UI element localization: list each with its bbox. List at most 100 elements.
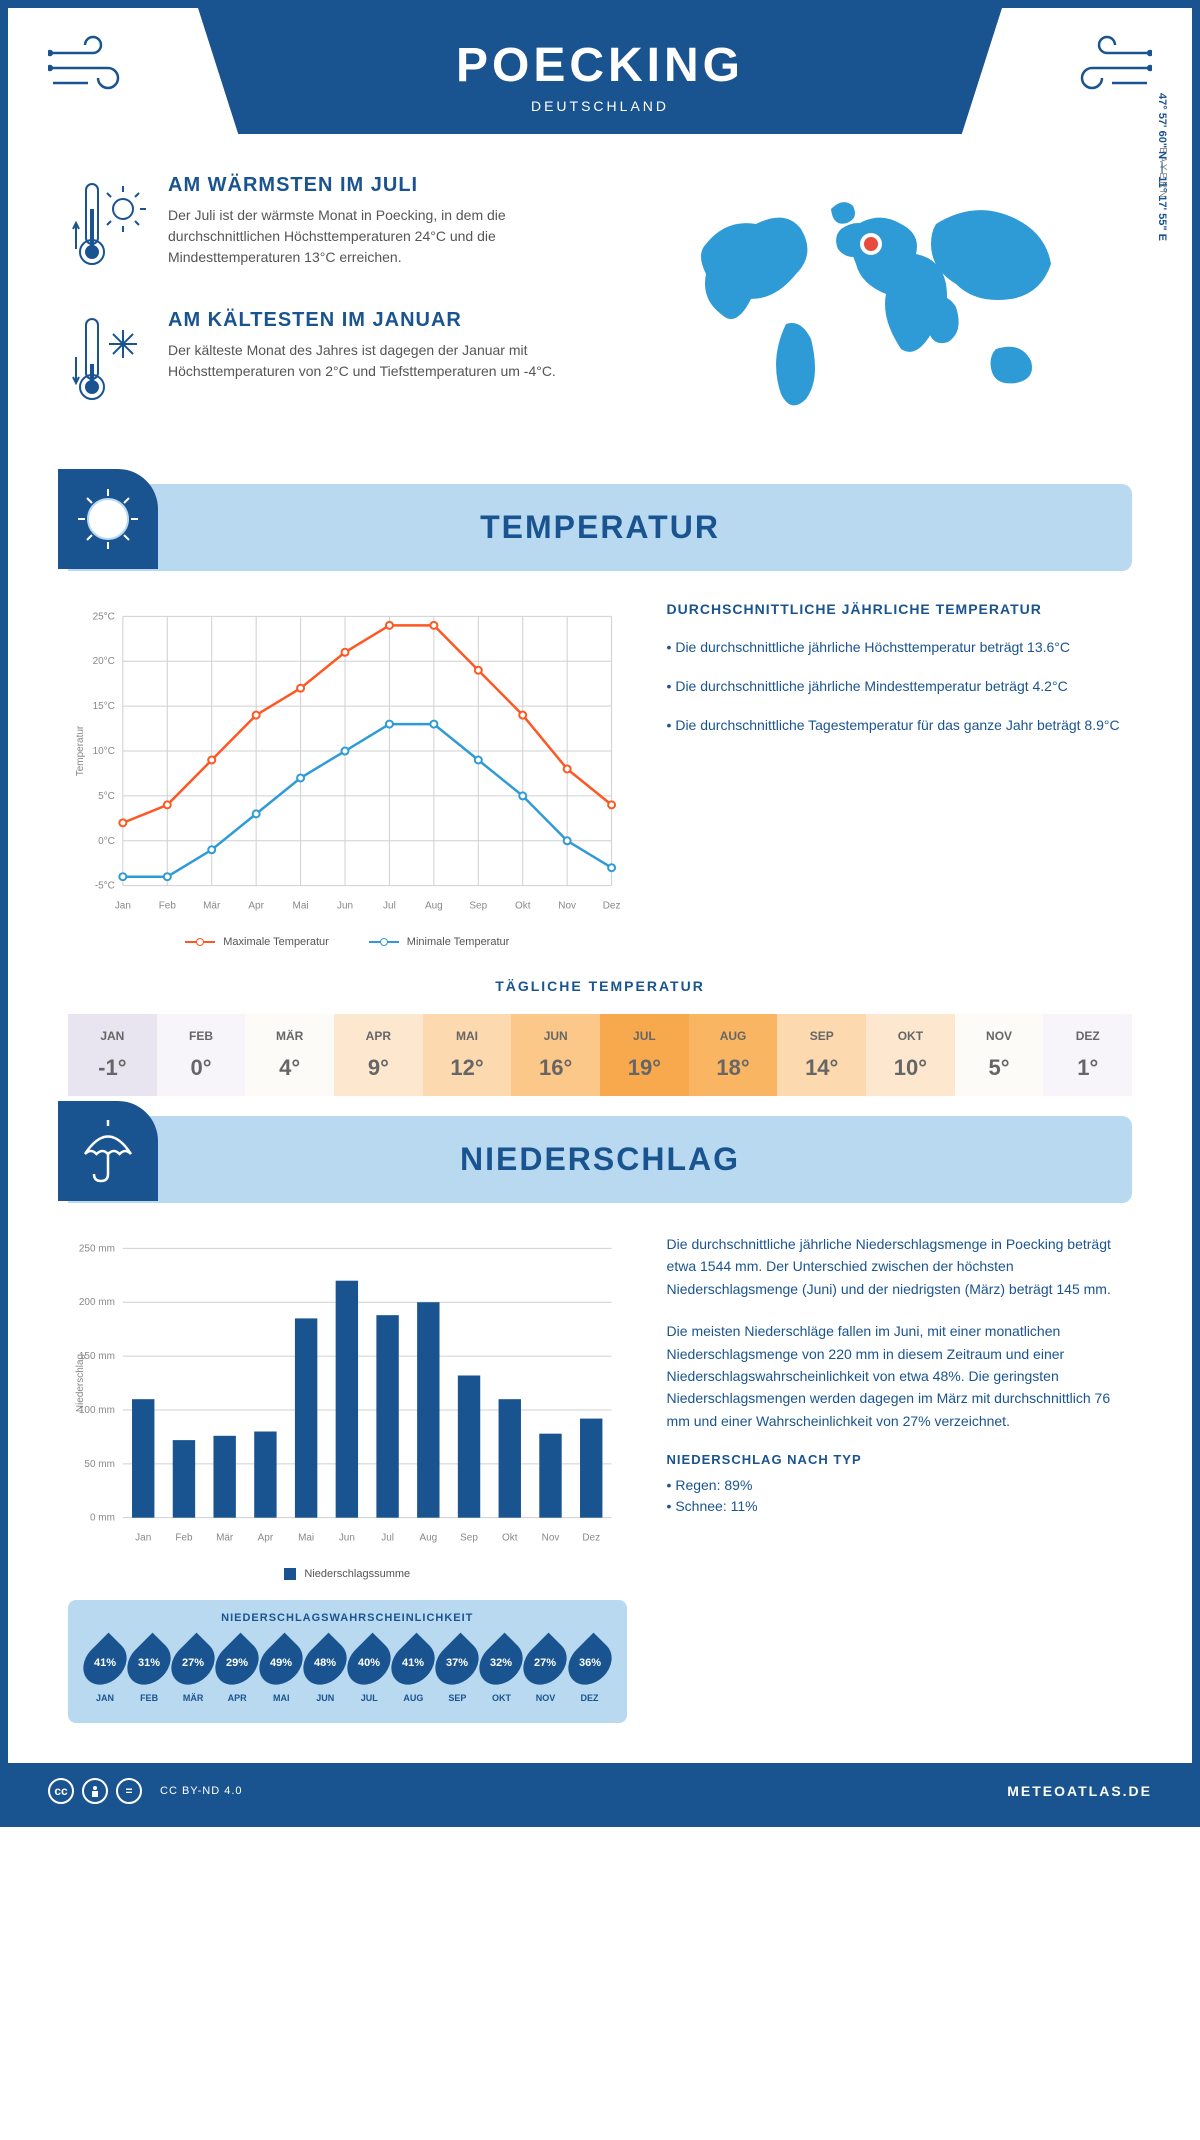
- svg-text:Feb: Feb: [175, 1533, 193, 1544]
- probability-month: MÄR: [171, 1693, 215, 1703]
- fact-cold-title: AM KÄLTESTEN IM JANUAR: [168, 309, 580, 332]
- svg-text:Jun: Jun: [337, 901, 353, 912]
- daily-month-label: APR: [339, 1029, 418, 1043]
- probability-item: 31%FEB: [127, 1639, 171, 1703]
- daily-temp-cell: JAN-1°: [68, 1014, 157, 1096]
- daily-temp-cell: AUG18°: [689, 1014, 778, 1096]
- probability-item: 41%JAN: [83, 1639, 127, 1703]
- svg-text:Temperatur: Temperatur: [75, 725, 86, 776]
- svg-text:Okt: Okt: [515, 901, 531, 912]
- svg-text:10°C: 10°C: [93, 746, 115, 757]
- daily-month-label: JAN: [73, 1029, 152, 1043]
- daily-temp-cell: SEP14°: [777, 1014, 866, 1096]
- precip-type-item: • Schnee: 11%: [667, 1498, 1132, 1514]
- svg-text:Nov: Nov: [558, 901, 576, 912]
- svg-text:20°C: 20°C: [93, 656, 115, 667]
- probability-month: APR: [215, 1693, 259, 1703]
- fact-warm-title: AM WÄRMSTEN IM JULI: [168, 174, 580, 197]
- page-footer: cc = CC BY-ND 4.0 METEOATLAS.DE: [8, 1763, 1192, 1819]
- svg-text:Jun: Jun: [339, 1533, 355, 1544]
- probability-item: 48%JUN: [303, 1639, 347, 1703]
- probability-month: SEP: [435, 1693, 479, 1703]
- svg-text:Dez: Dez: [603, 901, 621, 912]
- probability-item: 27%NOV: [523, 1639, 567, 1703]
- probability-item: 40%JUL: [347, 1639, 391, 1703]
- daily-temp-value: 4°: [250, 1055, 329, 1081]
- umbrella-icon: [58, 1101, 158, 1201]
- daily-temp-cell: APR 9°: [334, 1014, 423, 1096]
- daily-temp-value: 0°: [162, 1055, 241, 1081]
- svg-text:Jul: Jul: [383, 901, 396, 912]
- svg-text:Aug: Aug: [419, 1533, 437, 1544]
- svg-text:50 mm: 50 mm: [84, 1459, 114, 1470]
- svg-text:Okt: Okt: [502, 1533, 518, 1544]
- daily-temp-cell: DEZ 1°: [1043, 1014, 1132, 1096]
- svg-text:Jan: Jan: [135, 1533, 151, 1544]
- probability-item: 27%MÄR: [171, 1639, 215, 1703]
- fact-warmest: AM WÄRMSTEN IM JULI Der Juli ist der wär…: [68, 174, 580, 279]
- thermometer-hot-icon: [68, 174, 148, 279]
- nd-icon: =: [116, 1778, 142, 1804]
- probability-item: 36%DEZ: [568, 1639, 612, 1703]
- license-badges: cc = CC BY-ND 4.0: [48, 1778, 243, 1804]
- precip-type-item: • Regen: 89%: [667, 1477, 1132, 1493]
- probability-month: DEZ: [568, 1693, 612, 1703]
- daily-month-label: JUL: [605, 1029, 684, 1043]
- daily-month-label: MAI: [428, 1029, 507, 1043]
- daily-temp-cell: JUL 19°: [600, 1014, 689, 1096]
- daily-temp-value: 1°: [1048, 1055, 1127, 1081]
- legend-max-temp: Maximale Temperatur: [185, 936, 329, 948]
- svg-text:Jan: Jan: [115, 901, 131, 912]
- daily-month-label: DEZ: [1048, 1029, 1127, 1043]
- svg-text:Nov: Nov: [542, 1533, 560, 1544]
- svg-text:Aug: Aug: [425, 901, 443, 912]
- svg-text:5°C: 5°C: [98, 791, 115, 802]
- svg-text:-5°C: -5°C: [95, 881, 115, 892]
- temp-info-bullet: • Die durchschnittliche jährliche Mindes…: [667, 676, 1132, 697]
- daily-temp-value: 9°: [339, 1055, 418, 1081]
- section-temperature-header: TEMPERATUR: [68, 484, 1132, 571]
- section-temperature-title: TEMPERATUR: [88, 509, 1112, 546]
- license-text: CC BY-ND 4.0: [160, 1785, 243, 1797]
- daily-month-label: AUG: [694, 1029, 773, 1043]
- probability-item: 41%AUG: [391, 1639, 435, 1703]
- probability-month: OKT: [479, 1693, 523, 1703]
- precipitation-probability-box: NIEDERSCHLAGSWAHRSCHEINLICHKEIT 41%JAN31…: [68, 1600, 627, 1723]
- precipitation-bar-chart: 0 mm50 mm100 mm150 mm200 mm250 mmJanFebM…: [68, 1233, 627, 1580]
- svg-text:25°C: 25°C: [93, 611, 115, 622]
- by-icon: [82, 1778, 108, 1804]
- coordinates: 47° 57' 60" N — 11° 17' 55" E: [1156, 93, 1168, 241]
- svg-text:Dez: Dez: [582, 1533, 600, 1544]
- probability-item: 49%MAI: [259, 1639, 303, 1703]
- temp-info-bullet: • Die durchschnittliche Tagestemperatur …: [667, 715, 1132, 736]
- wind-icon-left: [48, 28, 138, 112]
- probability-title: NIEDERSCHLAGSWAHRSCHEINLICHKEIT: [83, 1612, 612, 1624]
- precip-paragraph-1: Die durchschnittliche jährliche Niedersc…: [667, 1233, 1132, 1300]
- daily-temp-title: TÄGLICHE TEMPERATUR: [68, 978, 1132, 994]
- probability-item: 32%OKT: [479, 1639, 523, 1703]
- cc-icon: cc: [48, 1778, 74, 1804]
- svg-text:0°C: 0°C: [98, 836, 115, 847]
- svg-text:250 mm: 250 mm: [79, 1243, 115, 1254]
- svg-text:Apr: Apr: [248, 901, 264, 912]
- svg-text:15°C: 15°C: [93, 701, 115, 712]
- daily-temp-value: 19°: [605, 1055, 684, 1081]
- probability-month: JUL: [347, 1693, 391, 1703]
- temperature-line-chart: -5°C0°C5°C10°C15°C20°C25°CJanFebMärAprMa…: [68, 601, 627, 948]
- probability-month: AUG: [391, 1693, 435, 1703]
- daily-temp-cell: OKT10°: [866, 1014, 955, 1096]
- daily-month-label: NOV: [960, 1029, 1039, 1043]
- daily-temp-value: 10°: [871, 1055, 950, 1081]
- sun-icon: [58, 469, 158, 569]
- daily-month-label: FEB: [162, 1029, 241, 1043]
- probability-month: NOV: [523, 1693, 567, 1703]
- page-header: POECKING DEUTSCHLAND: [198, 8, 1002, 134]
- probability-month: FEB: [127, 1693, 171, 1703]
- daily-temp-value: 16°: [516, 1055, 595, 1081]
- probability-month: JAN: [83, 1693, 127, 1703]
- svg-text:Sep: Sep: [460, 1533, 478, 1544]
- fact-warm-text: Der Juli ist der wärmste Monat in Poecki…: [168, 205, 580, 268]
- fact-coldest: AM KÄLTESTEN IM JANUAR Der kälteste Mona…: [68, 309, 580, 414]
- svg-text:Feb: Feb: [159, 901, 177, 912]
- wind-icon-right: [1062, 28, 1152, 112]
